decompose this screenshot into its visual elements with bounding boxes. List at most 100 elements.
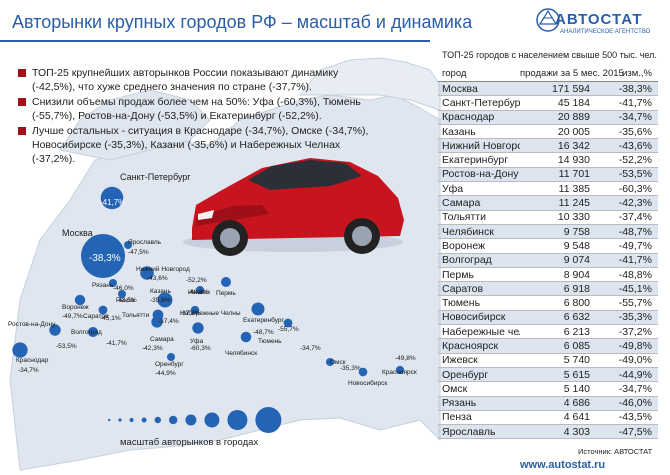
table-row: Казань 20 005 -35,6% [438, 125, 658, 140]
cell-city: Санкт-Петербург [442, 96, 520, 109]
city-label: Санкт-Петербург [120, 172, 191, 182]
site-url[interactable]: www.autostat.ru [520, 459, 606, 471]
logo-subtitle: АНАЛИТИЧЕСКОЕ АГЕНТСТВО [560, 29, 651, 35]
cell-city: Волгоград [442, 254, 492, 267]
cell-change: -34,7% [618, 111, 652, 124]
city-change-label: -38,3% [89, 253, 121, 264]
city-bubble [118, 290, 126, 298]
city-label: Казань [150, 288, 172, 295]
table-row: Ижевск 5 740 -49,0% [438, 354, 658, 368]
cell-change: -43,6% [618, 139, 652, 152]
city-label: Оренбург [155, 360, 184, 368]
table-row: Оренбург 5 615 -44,9% [438, 367, 658, 383]
cell-change: -46,0% [618, 397, 652, 410]
city-label: Нижний Новгород [136, 265, 190, 273]
table-body: Москва 171 594 -38,3% Санкт-Петербург 45 184… [438, 82, 658, 440]
city-change-label: -34,7% [300, 345, 321, 352]
city-bubble [98, 305, 108, 315]
cell-city: Тюмень [442, 297, 481, 310]
city-label: Набережные Челны [180, 309, 241, 317]
table-row: Челябинск 9 758 -48,7% [438, 224, 658, 240]
city-label: Уфа [190, 338, 203, 345]
table-row: Ростов-на-Дону 11 701 -53,5% [438, 167, 658, 183]
city-bubble [81, 234, 125, 278]
cell-city: Пермь [442, 268, 474, 281]
cell-change: -47,5% [618, 425, 652, 438]
city-bubble [74, 294, 86, 306]
city-label: Воронеж [62, 304, 89, 311]
cell-city: Оренбург [442, 368, 489, 381]
table-row: Пенза 4 641 -43,5% [438, 411, 658, 426]
city-label: Ижевск [188, 289, 210, 296]
cell-change: -41,7% [618, 96, 652, 109]
city-bubble [190, 305, 200, 315]
city-bubble [358, 367, 368, 377]
cell-change: -42,3% [618, 197, 652, 210]
cell-city: Краснодар [442, 111, 495, 124]
cell-change: -49,0% [618, 354, 652, 367]
city-bubble [326, 358, 334, 366]
scale-bubble [185, 414, 197, 426]
table-row: Екатеринбург 14 930 -52,2% [438, 153, 658, 168]
cell-city: Ростов-на-Дону [442, 168, 519, 181]
cell-city: Нижний Новгород [442, 139, 520, 152]
cell-change: -37,2% [618, 325, 652, 338]
table-row: Уфа 11 385 -60,3% [438, 182, 658, 197]
source-note: Источник: АВТОСТАТ [578, 447, 653, 456]
cell-sales: 4 686 [563, 397, 590, 410]
city-label: Пермь [216, 290, 236, 297]
table-row: Рязань 4 686 -46,0% [438, 396, 658, 411]
table-row: Ярославль 4 303 -47,5% [438, 425, 658, 440]
cell-city: Екатеринбург [442, 154, 509, 167]
cell-city: Омск [442, 382, 468, 395]
bullet-1: ТОП-25 крупнейших авторынков России пока… [18, 66, 378, 94]
car-illustration [183, 158, 404, 256]
cell-change: -45,1% [618, 282, 652, 295]
city-label: Тольятти [122, 312, 150, 319]
cell-sales: 45 184 [557, 96, 590, 109]
cell-change: -37,4% [618, 211, 652, 224]
city-label: Челябинск [225, 349, 257, 357]
table-row: Тюмень 6 800 -55,7% [438, 296, 658, 311]
cell-sales: 6 085 [563, 339, 590, 352]
city-label: Краснодар [16, 357, 49, 364]
city-bubble [395, 365, 405, 375]
table-header: город продажи за 5 мес. 2015 изм.,% [438, 65, 658, 82]
cell-sales: 6 918 [563, 282, 590, 295]
cell-sales: 16 342 [557, 139, 590, 152]
table-row: Самара 11 245 -42,3% [438, 196, 658, 211]
city-change-label: -35,6% [150, 297, 171, 304]
city-bubble [87, 326, 99, 338]
cell-sales: 5 740 [563, 354, 590, 367]
cell-sales: 20 889 [557, 111, 590, 124]
cell-sales: 6 632 [563, 311, 590, 324]
col-city: город [442, 67, 467, 79]
table-row: Пермь 8 904 -48,8% [438, 268, 658, 283]
table-caption: ТОП-25 городов с населением свыше 500 ты… [442, 50, 657, 60]
city-label: Омск [330, 359, 346, 366]
table-row: Красноярск 6 085 -49,8% [438, 339, 658, 354]
scale-bubble [255, 407, 282, 433]
cell-change: -48,7% [618, 225, 652, 238]
scale-bubble [169, 415, 178, 425]
scale-caption: масштаб авторынков в городах [120, 437, 259, 448]
city-change-label: -43,6% [147, 275, 168, 282]
bullet-3: Лучше остальных - ситуация в Краснодаре … [18, 124, 378, 166]
cell-sales: 9 074 [563, 254, 590, 267]
cell-city: Москва [442, 82, 478, 95]
city-change-label: -41,7% [100, 198, 125, 207]
cell-change: -55,7% [618, 297, 652, 310]
cell-city: Саратов [442, 282, 484, 295]
city-bubble [124, 241, 132, 249]
city-bubble [240, 331, 252, 343]
city-label: Волгоград [71, 329, 102, 336]
cell-change: -35,6% [618, 125, 652, 138]
scale-bubble [227, 410, 248, 430]
city-change-label: -45,1% [100, 315, 121, 322]
table-row: Волгоград 9 074 -41,7% [438, 253, 658, 268]
city-change-label: -49,8% [395, 355, 416, 362]
table-row: Тольятти 10 330 -37,4% [438, 211, 658, 225]
city-change-label: -41,7% [106, 340, 127, 347]
city-label: Красноярск [382, 369, 417, 376]
cell-change: -49,7% [618, 239, 652, 252]
